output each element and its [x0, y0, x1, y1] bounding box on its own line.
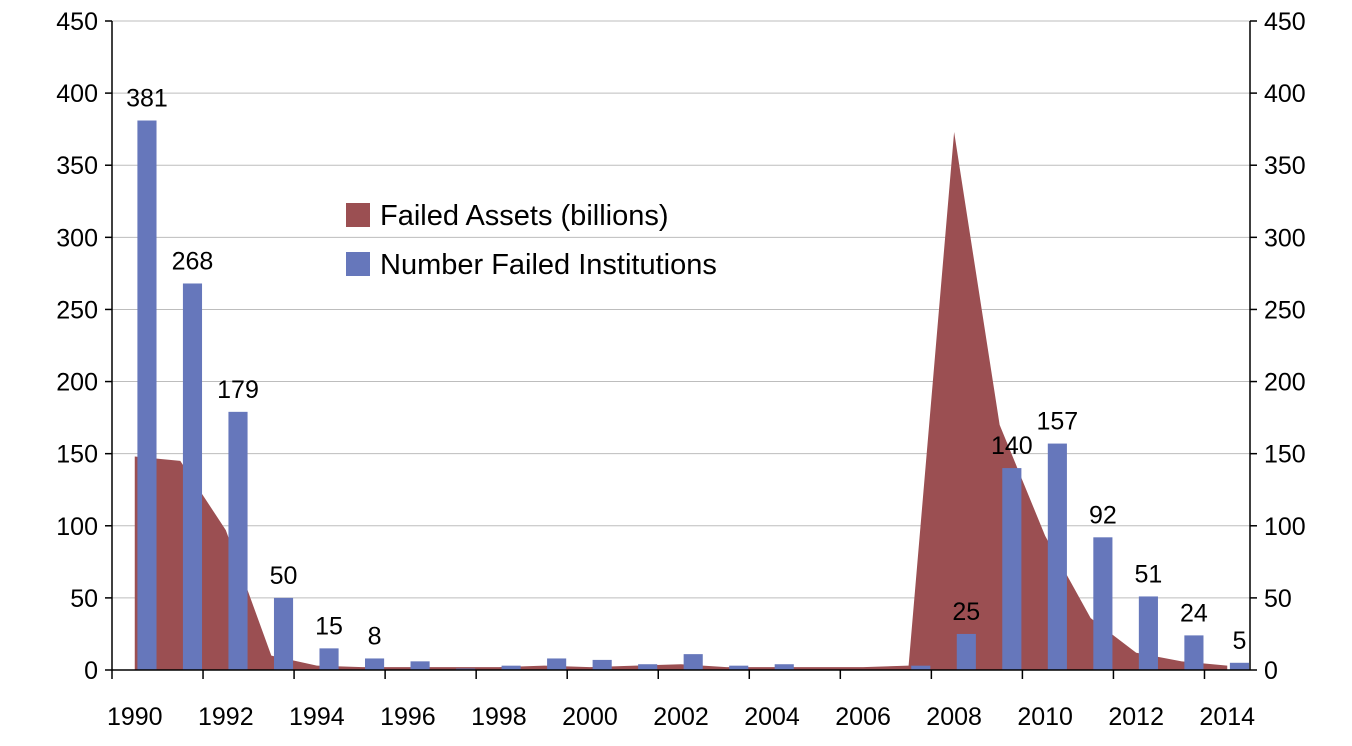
- bar-2011: [1093, 537, 1113, 670]
- y-tick-label-left: 100: [56, 513, 98, 541]
- x-tick-label: 2002: [653, 703, 709, 731]
- bar-1999: [547, 658, 567, 670]
- y-tick-label-left: 50: [70, 585, 98, 613]
- bar-1996: [410, 661, 430, 670]
- data-label-2014: 5: [1232, 627, 1246, 655]
- y-tick-label-right: 50: [1264, 585, 1292, 613]
- y-tick-label-right: 150: [1264, 441, 1306, 469]
- legend-label-failed-institutions: Number Failed Institutions: [380, 249, 717, 281]
- bar-2002: [683, 654, 703, 670]
- y-tick-label-right: 100: [1264, 513, 1306, 541]
- x-tick-label: 2006: [835, 703, 891, 731]
- bar-2014: [1229, 662, 1249, 670]
- data-label-1990: 381: [126, 85, 168, 113]
- data-label-2009: 140: [991, 432, 1033, 460]
- bar-2009: [1002, 468, 1022, 670]
- failed-assets-area-layer: [134, 132, 1228, 670]
- bar-2007: [911, 665, 931, 670]
- data-label-2013: 24: [1180, 599, 1208, 627]
- y-tick-label-left: 400: [56, 80, 98, 108]
- y-tick-label-left: 200: [56, 369, 98, 397]
- x-tick-label: 2012: [1108, 703, 1164, 731]
- data-label-2008: 25: [952, 598, 980, 626]
- failed-assets-area: [134, 132, 1228, 670]
- y-tick-label-right: 0: [1264, 657, 1278, 685]
- bar-2010: [1047, 443, 1067, 670]
- bar-1998: [501, 665, 521, 670]
- bar-2003: [729, 665, 749, 670]
- bar-1995: [365, 658, 385, 670]
- x-tick-label: 2000: [562, 703, 618, 731]
- bar-2004: [774, 664, 794, 670]
- y-tick-label-right: 450: [1264, 8, 1306, 36]
- y-tick-label-right: 250: [1264, 296, 1306, 324]
- x-tick-label: 2004: [744, 703, 800, 731]
- bar-1994: [319, 648, 339, 670]
- data-label-1993: 50: [270, 562, 298, 590]
- data-label-2010: 157: [1037, 408, 1079, 436]
- y-tick-label-left: 250: [56, 296, 98, 324]
- failed-institutions-bar-layer: [137, 120, 1249, 671]
- x-tick-label: 2014: [1199, 703, 1255, 731]
- y-tick-label-left: 150: [56, 441, 98, 469]
- x-tick-label: 1992: [198, 703, 254, 731]
- x-tick-label: 2010: [1017, 703, 1073, 731]
- legend: Failed Assets (billions) Number Failed I…: [346, 200, 717, 281]
- gridlines: [112, 20, 1250, 599]
- bar-1992: [228, 411, 248, 670]
- legend-swatch-failed-institutions: [346, 252, 370, 276]
- bar-1990: [137, 120, 157, 671]
- data-label-1991: 268: [172, 247, 214, 275]
- y-tick-label-right: 350: [1264, 152, 1306, 180]
- data-label-1994: 15: [315, 612, 343, 640]
- legend-label-failed-assets: Failed Assets (billions): [380, 200, 669, 232]
- x-tick-label: 1990: [107, 703, 163, 731]
- bar-2008: [956, 633, 976, 670]
- legend-swatch-failed-assets: [346, 203, 370, 227]
- data-label-2011: 92: [1089, 501, 1117, 529]
- y-tick-label-left: 450: [56, 8, 98, 36]
- x-tick-label: 1996: [380, 703, 436, 731]
- y-tick-label-right: 200: [1264, 369, 1306, 397]
- data-label-2012: 51: [1134, 560, 1162, 588]
- x-tick-label: 1994: [289, 703, 345, 731]
- y-tick-label-left: 350: [56, 152, 98, 180]
- bar-2013: [1184, 635, 1204, 670]
- x-tick-label: 2008: [926, 703, 982, 731]
- data-label-1992: 179: [217, 376, 259, 404]
- y-tick-label-right: 400: [1264, 80, 1306, 108]
- x-tick-label: 1998: [471, 703, 527, 731]
- y-tick-label-left: 0: [84, 657, 98, 685]
- y-tick-label-right: 300: [1264, 224, 1306, 252]
- bar-2000: [592, 659, 612, 670]
- bar-1993: [273, 597, 294, 670]
- bar-2001: [638, 664, 658, 670]
- y-tick-label-left: 300: [56, 224, 98, 252]
- bar-2012: [1138, 596, 1158, 670]
- bar-1991: [182, 283, 203, 670]
- data-label-1995: 8: [368, 622, 382, 650]
